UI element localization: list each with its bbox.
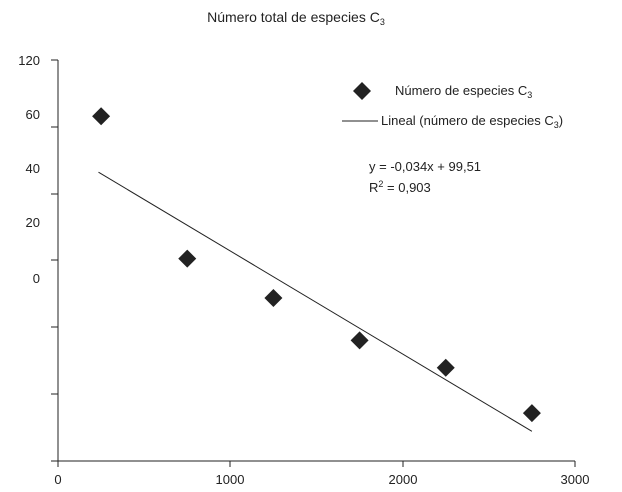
y-tick-label: 60 (26, 107, 40, 122)
data-point (350, 331, 369, 350)
data-point (436, 358, 455, 377)
x-tick-label: 2000 (389, 472, 418, 487)
trendline (98, 171, 533, 432)
plot-area (92, 107, 541, 432)
r-squared: R2 = 0,903 (369, 179, 431, 195)
x-tick-label: 3000 (561, 472, 590, 487)
data-point (178, 249, 197, 268)
legend-series-label: Número de especies C3 (395, 83, 532, 100)
y-tick-label: 0 (33, 271, 40, 286)
legend-trendline-label: Lineal (número de especies C3) (381, 113, 563, 130)
data-point (264, 289, 283, 307)
y-tick-label: 120 (18, 53, 40, 68)
x-tick-label: 0 (54, 472, 61, 487)
x-tick-label: 1000 (216, 472, 245, 487)
y-tick-label: 20 (26, 215, 40, 230)
chart-title: Número total de especies C3 (207, 9, 385, 27)
legend-marker-diamond (353, 82, 371, 100)
legend: Número de especies C3 Lineal (número de … (342, 82, 563, 130)
trendline-equation: y = -0,034x + 99,51 (369, 159, 481, 174)
y-tick-label: 40 (26, 161, 40, 176)
data-point (522, 404, 541, 423)
data-point (92, 107, 111, 126)
